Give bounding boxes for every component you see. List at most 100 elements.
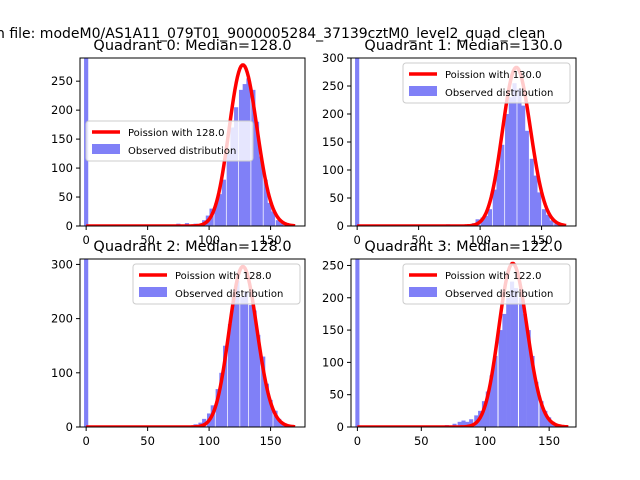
y-tick-label: 250	[322, 79, 344, 93]
y-tick-label: 0	[337, 420, 344, 434]
x-tick-label: 100	[469, 233, 491, 247]
chart-panel-3: 0 50 100 150 0 50 100 150 200 250 Quadrant 3: Medi…	[322, 239, 577, 448]
histogram-bar	[517, 88, 522, 226]
histogram-bar	[277, 418, 282, 427]
legend-histogram-label: Observed distribution	[445, 289, 553, 300]
histogram-bar	[355, 259, 360, 427]
legend-poisson-label: Poission with 130.0	[445, 70, 541, 81]
legend-histogram-label: Observed distribution	[445, 88, 553, 99]
chart-panels: 0 50 100 150 0 50 100 150 200 250 Quadrant 0: Medi…	[51, 38, 577, 448]
y-tick-label: 200	[322, 107, 344, 121]
y-tick-label: 200	[51, 312, 73, 326]
histogram-bar	[487, 209, 493, 226]
histogram-bar	[549, 220, 554, 226]
axes-frame	[79, 258, 306, 428]
histogram-bar	[258, 156, 263, 226]
legend-histogram-label: Observed distribution	[175, 289, 283, 300]
histogram-bar	[275, 220, 281, 226]
legend-poisson-label: Poission with 128.0	[128, 128, 224, 139]
x-tick-label: 100	[474, 434, 496, 448]
histogram-bar	[529, 158, 534, 226]
histogram-bar	[498, 330, 503, 427]
x-tick-label: 0	[353, 233, 360, 247]
histogram-bar	[234, 107, 239, 226]
histogram-bar	[554, 223, 559, 226]
legend-histogram-swatch	[409, 86, 437, 96]
histogram-bar	[355, 58, 360, 226]
y-tick-label: 250	[51, 74, 73, 88]
legend-box	[132, 263, 301, 305]
histogram-bar	[510, 281, 515, 427]
x-tick-label: 0	[354, 434, 361, 448]
panel-title: Quadrant 2: Median=128.0	[93, 239, 291, 255]
y-tick-label: 100	[51, 366, 73, 380]
histogram-bar	[524, 130, 529, 226]
histogram-bar	[279, 223, 284, 226]
y-tick-label: 0	[66, 219, 73, 233]
y-tick-label: 200	[51, 103, 73, 117]
x-tick-label: 100	[198, 434, 220, 448]
histogram-bar	[252, 310, 257, 427]
histogram-bar	[512, 83, 517, 226]
histogram-bar	[521, 105, 526, 226]
chart-panel-0: 0 50 100 150 0 50 100 150 200 250 Quadrant 0: Medi…	[51, 38, 306, 247]
legend-poisson-label: Poission with 128.0	[175, 271, 271, 282]
y-tick-label: 300	[322, 51, 344, 65]
histogram-bar	[537, 192, 542, 226]
histogram-bar	[500, 144, 505, 226]
y-tick-label: 0	[337, 219, 344, 233]
histogram-bar	[256, 334, 261, 427]
histogram-bar	[469, 419, 474, 427]
histogram-bar	[254, 121, 260, 226]
histogram-bar	[457, 421, 462, 427]
histogram-bar	[533, 175, 538, 226]
histogram-bar	[270, 211, 276, 226]
legend-histogram-swatch	[92, 144, 120, 154]
legend-histogram-label: Observed distribution	[128, 146, 236, 157]
y-tick-label: 100	[51, 161, 73, 175]
histogram-bar	[541, 209, 547, 226]
y-tick-label: 100	[322, 163, 344, 177]
legend: Poission with 128.0 Observed distribution	[132, 263, 301, 305]
x-tick-label: 150	[531, 233, 553, 247]
histogram-bar	[539, 401, 544, 427]
legend: Poission with 122.0 Observed distribution	[402, 263, 571, 305]
histogram-bar	[264, 383, 269, 427]
histogram-bar	[461, 420, 466, 427]
y-tick-label: 150	[322, 323, 344, 337]
histogram-bar	[231, 296, 236, 427]
panel-title: Quadrant 3: Median=122.0	[364, 239, 562, 255]
x-tick-label: 150	[260, 233, 282, 247]
histogram-bar	[493, 355, 498, 427]
histogram-bar	[502, 313, 507, 427]
figure-suptitle: n file: modeM0/AS1A11_079T01_9000005284_…	[0, 26, 545, 42]
y-tick-label: 250	[322, 258, 344, 272]
y-tick-label: 200	[322, 291, 344, 305]
x-tick-label: 0	[82, 233, 89, 247]
histogram-bar	[248, 305, 253, 427]
x-tick-label: 50	[140, 233, 155, 247]
histogram-bar	[492, 189, 497, 226]
histogram-bar	[215, 389, 220, 427]
legend-box	[402, 62, 571, 104]
histogram-bar	[267, 202, 272, 226]
chart-panel-2: 0 50 100 150 0 100 200 300 Quadrant 2: Median=12…	[51, 239, 306, 448]
x-tick-label: 150	[538, 434, 560, 448]
y-tick-label: 0	[66, 420, 73, 434]
x-tick-label: 50	[414, 434, 429, 448]
histogram-bar	[465, 421, 470, 427]
histogram-bar	[268, 399, 273, 427]
histogram-bar	[530, 355, 535, 427]
histogram-bar	[485, 391, 490, 427]
legend: Poission with 128.0 Observed distribution	[85, 120, 254, 162]
histogram-bar	[534, 381, 539, 427]
y-tick-label: 150	[322, 135, 344, 149]
legend-histogram-swatch	[409, 287, 437, 297]
histogram-bar	[263, 179, 268, 226]
histogram-bar	[218, 194, 223, 226]
histogram-bar	[526, 330, 531, 427]
axes-frame	[350, 258, 577, 428]
histogram-bar	[240, 296, 245, 427]
histogram-bar	[227, 324, 233, 427]
